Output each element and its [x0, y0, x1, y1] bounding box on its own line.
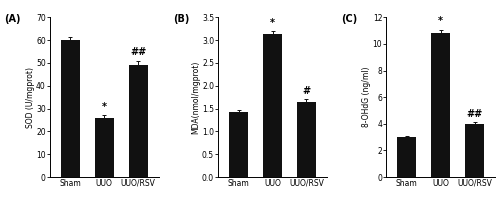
Text: *: *	[270, 18, 275, 28]
Y-axis label: 8-OHdG (ng/ml): 8-OHdG (ng/ml)	[362, 67, 372, 127]
Bar	[466, 124, 484, 177]
Bar	[432, 33, 450, 177]
Bar	[129, 65, 148, 177]
Y-axis label: SOD (U/mgprot): SOD (U/mgprot)	[26, 67, 35, 128]
Text: *: *	[438, 16, 443, 26]
Bar	[398, 137, 416, 177]
Text: (B): (B)	[172, 14, 189, 24]
Text: *: *	[102, 102, 107, 112]
Text: ##: ##	[466, 108, 483, 119]
Y-axis label: MDA(nmol/mgprot): MDA(nmol/mgprot)	[192, 60, 200, 134]
Text: (C): (C)	[341, 14, 357, 24]
Bar	[61, 40, 80, 177]
Bar	[263, 34, 282, 177]
Bar	[95, 118, 114, 177]
Text: (A): (A)	[4, 14, 21, 24]
Bar	[297, 102, 316, 177]
Text: #: #	[302, 86, 310, 96]
Bar	[230, 112, 248, 177]
Text: ##: ##	[130, 47, 146, 57]
